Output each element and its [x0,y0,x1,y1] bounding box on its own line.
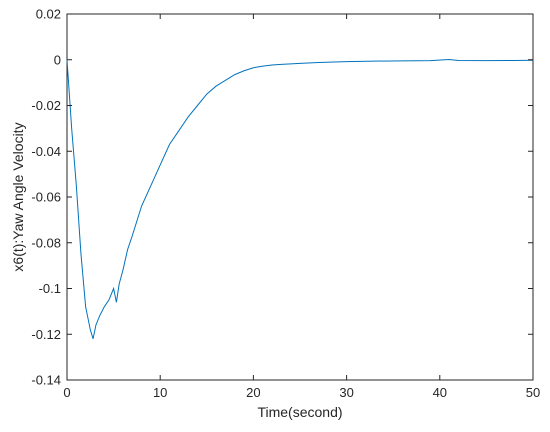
x-tick-label: 40 [433,385,447,400]
x-tick-label: 50 [526,385,540,400]
x-tick-label: 30 [339,385,353,400]
y-tick-label: 0.02 [36,7,61,22]
x-axis-label: Time(second) [257,404,342,420]
y-tick-label: -0.12 [31,327,61,342]
x-tick-label: 10 [153,385,167,400]
y-tick-label: -0.14 [31,373,61,388]
plot-area: 0 10 20 30 40 50 0.02 0 -0.02 -0.04 -0.06 -0.08 -0.… [31,7,540,401]
x-axis: 0 10 20 30 40 50 [63,14,540,400]
y-tick-label: -0.08 [31,235,61,250]
x-tick-label: 0 [63,385,70,400]
y-tick-label: -0.04 [31,144,61,159]
series-line [66,59,534,339]
plot-frame [66,13,534,381]
y-tick-label: -0.02 [31,98,61,113]
y-tick-label: -0.06 [31,190,61,205]
y-axis-label: x6(t):Yaw Angle Velocity [10,122,26,271]
y-tick-label: 0 [54,52,61,67]
y-tick-label: -0.1 [39,281,61,296]
y-axis: 0.02 0 -0.02 -0.04 -0.06 -0.08 -0.1 -0.12 -0.14 [31,7,533,388]
x-tick-label: 20 [246,385,260,400]
